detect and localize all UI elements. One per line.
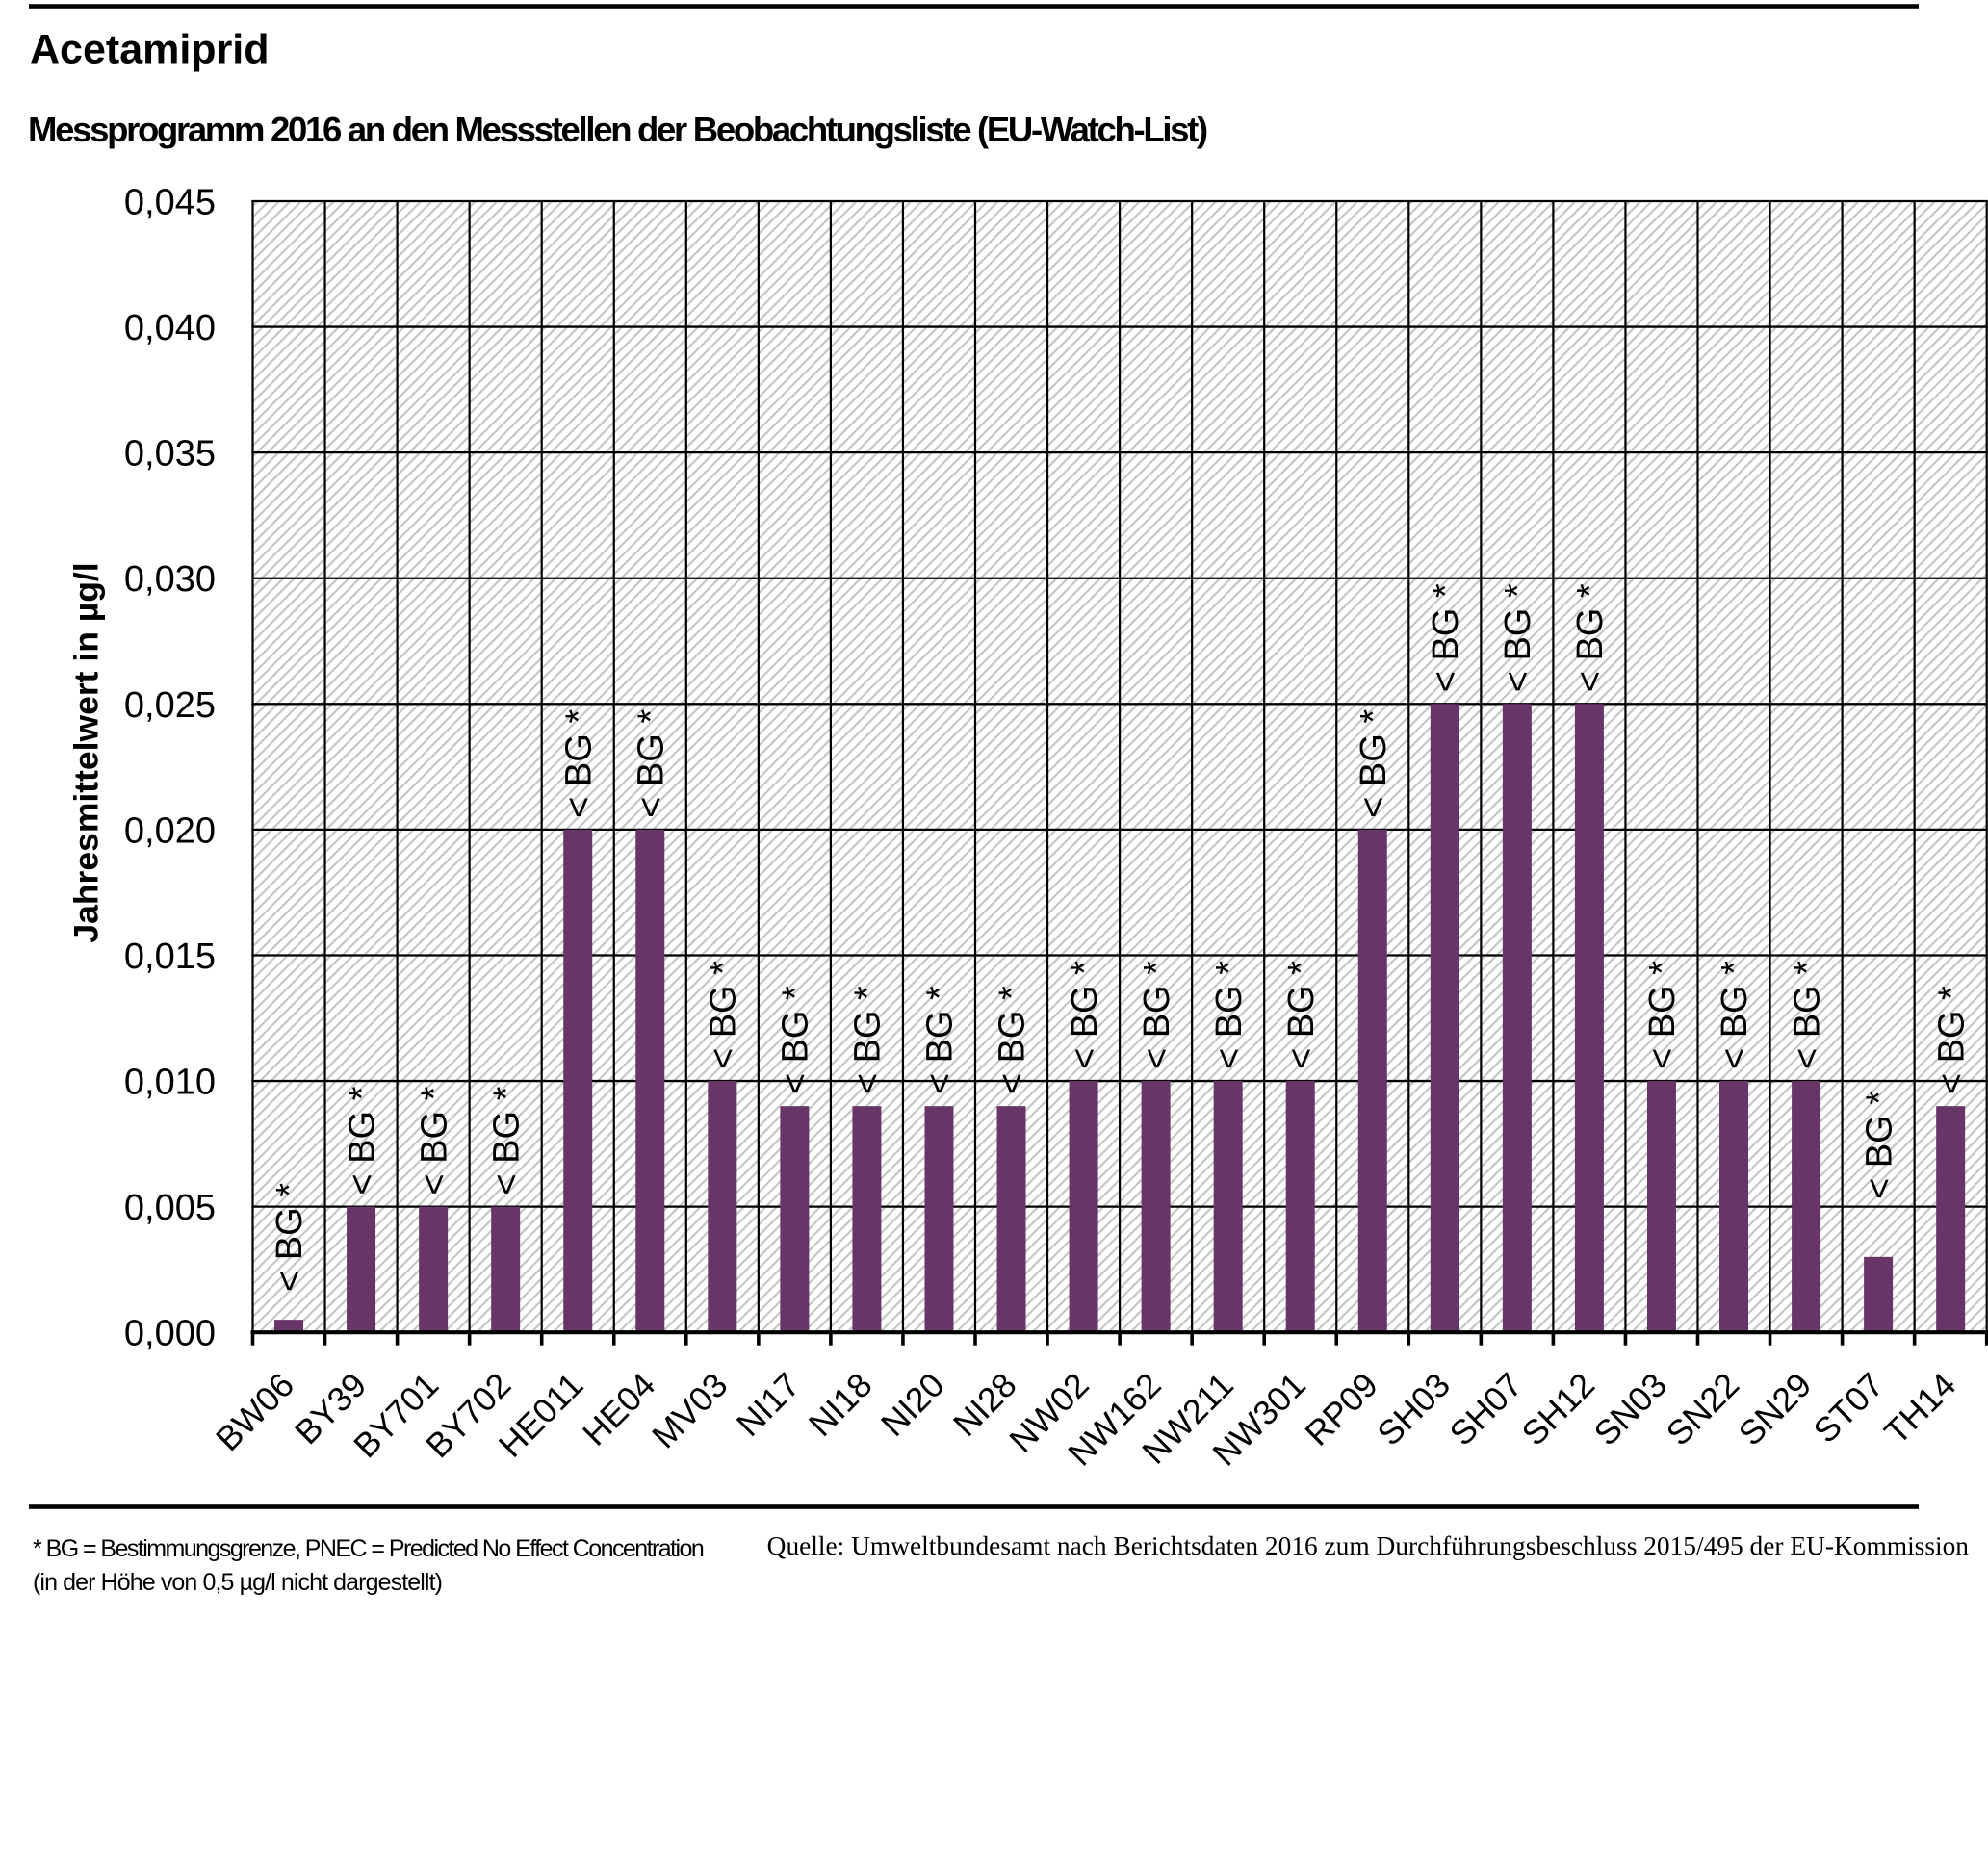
- svg-text:< BG *: < BG *: [1859, 1091, 1899, 1199]
- svg-text:0,025: 0,025: [124, 685, 216, 726]
- svg-text:0,030: 0,030: [124, 559, 216, 600]
- svg-text:* BG = Bestimmungsgrenze, PNEC: * BG = Bestimmungsgrenze, PNEC = Predict…: [33, 1535, 704, 1562]
- svg-text:< BG *: < BG *: [486, 1086, 527, 1195]
- svg-text:< BG *: < BG *: [1787, 961, 1827, 1069]
- svg-text:0,045: 0,045: [124, 183, 216, 223]
- svg-text:< BG *: < BG *: [414, 1086, 454, 1195]
- svg-text:< BG *: < BG *: [1715, 961, 1755, 1069]
- svg-text:Jahresmittelwert in µg/l: Jahresmittelwert in µg/l: [67, 562, 106, 942]
- svg-text:Quelle: Umweltbundesamt nach B: Quelle: Umweltbundesamt nach Berichtsdat…: [767, 1531, 1970, 1560]
- svg-text:Acetamiprid: Acetamiprid: [30, 27, 270, 73]
- svg-text:Messprogramm 2016 an den Messs: Messprogramm 2016 an den Messstellen der…: [28, 110, 1207, 149]
- svg-text:0,000: 0,000: [124, 1314, 216, 1354]
- svg-text:0,005: 0,005: [124, 1188, 216, 1228]
- svg-text:< BG *: < BG *: [848, 986, 889, 1094]
- svg-text:(in der Höhe von 0,5 µg/l nich: (in der Höhe von 0,5 µg/l nicht dargeste…: [33, 1569, 442, 1596]
- svg-text:< BG *: < BG *: [1209, 961, 1250, 1069]
- svg-text:< BG *: < BG *: [1354, 709, 1394, 818]
- svg-text:< BG *: < BG *: [1642, 961, 1683, 1069]
- svg-text:< BG *: < BG *: [1137, 961, 1177, 1069]
- svg-text:0,015: 0,015: [124, 937, 216, 977]
- svg-text:< BG *: < BG *: [1281, 961, 1322, 1069]
- svg-text:< BG *: < BG *: [776, 986, 816, 1094]
- svg-text:0,010: 0,010: [124, 1063, 216, 1103]
- svg-text:< BG *: < BG *: [1426, 583, 1466, 692]
- svg-text:< BG *: < BG *: [270, 1183, 310, 1292]
- svg-text:< BG *: < BG *: [704, 961, 744, 1069]
- svg-text:< BG *: < BG *: [1498, 583, 1538, 692]
- svg-text:< BG *: < BG *: [993, 986, 1033, 1094]
- svg-text:0,035: 0,035: [124, 434, 216, 475]
- svg-text:< BG *: < BG *: [631, 709, 671, 818]
- svg-text:< BG *: < BG *: [558, 709, 599, 818]
- svg-text:< BG *: < BG *: [1065, 961, 1105, 1069]
- svg-text:< BG *: < BG *: [1570, 583, 1611, 692]
- svg-text:< BG *: < BG *: [342, 1086, 382, 1195]
- svg-text:< BG *: < BG *: [920, 986, 961, 1094]
- svg-text:0,020: 0,020: [124, 810, 216, 851]
- svg-text:0,040: 0,040: [124, 308, 216, 348]
- svg-text:< BG *: < BG *: [1931, 986, 1972, 1094]
